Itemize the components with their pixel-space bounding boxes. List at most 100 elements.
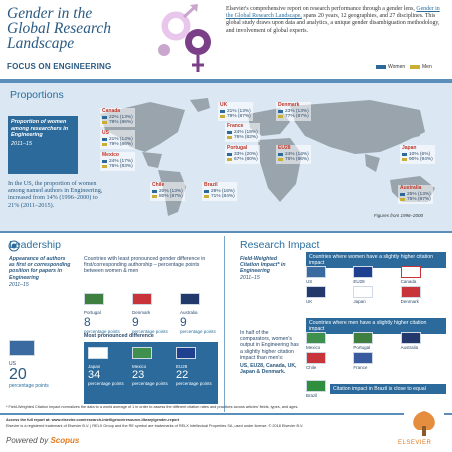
most-item-japan: Japan 34 percentage points — [88, 346, 126, 400]
least-item-denmark: Denmark 9 percentage points — [132, 292, 172, 334]
men-impact-list: Mexico Portugal Australia Chile France — [306, 332, 446, 370]
least-difference-list: Portugal 8 percentage points Denmark 9 p… — [84, 292, 220, 334]
legend-women: Women — [376, 64, 405, 70]
men-impact-title: Countries where men have a slightly high… — [306, 318, 446, 335]
eu-flag-icon — [176, 347, 196, 359]
column-divider — [224, 236, 225, 412]
flag-icon — [353, 286, 374, 298]
country-card-canada: Canada 22% (13%) 78% (86%) — [100, 108, 135, 127]
country-name: Chile — [152, 182, 165, 188]
country-card-mexico: Mexico 24% (17%) 76% (83%) — [100, 152, 135, 171]
legend-men: Men — [410, 64, 432, 70]
least-difference-title: Countries with least pronounced gender d… — [84, 256, 206, 275]
mexico-flag-icon — [132, 347, 152, 359]
most-item-mexico: Mexico 23 percentage points — [132, 346, 170, 400]
divider-band — [0, 79, 452, 83]
flag-icon — [353, 352, 374, 364]
country-name: Mexico — [102, 152, 119, 158]
report-link[interactable]: Gender in the Global Research Landscape, — [226, 6, 440, 20]
point-value: 9 — [180, 315, 187, 329]
focus-heading: FOCUS ON ENGINEERING — [7, 62, 112, 71]
women-value: 25% (13%) — [407, 191, 431, 197]
title-line: Gender in the — [7, 5, 93, 22]
title-line: Global Research — [7, 20, 112, 37]
section-divider — [0, 231, 452, 233]
leadership-intro-text: Appearance of authors as first or corres… — [9, 256, 71, 281]
most-difference-list: Japan 34 percentage points Mexico 23 per… — [84, 342, 218, 404]
country-name: Australia — [180, 310, 198, 315]
men-value: 76% (86%) — [285, 157, 309, 163]
flag-icon — [306, 286, 326, 298]
flag-icon — [400, 286, 421, 298]
flag-icon — [306, 332, 326, 344]
country-name: Portugal — [84, 310, 101, 315]
country-name: US — [9, 361, 16, 367]
women-value: 21% (13%) — [227, 108, 251, 114]
us-proportion-note: In the US, the proportion of women among… — [8, 180, 103, 209]
brazil-flag-wrap: Brazil — [306, 380, 326, 398]
scopus-logo: Scopus — [50, 436, 80, 445]
world-map-icon — [100, 98, 435, 216]
gender-gears-icon — [158, 4, 211, 72]
country-name: EU28 — [278, 145, 291, 151]
country-name: Brazil — [306, 393, 318, 398]
leadership-title: Leadership — [9, 239, 61, 251]
unit-label: percentage points — [84, 329, 120, 334]
unit-label: percentage points — [88, 381, 124, 386]
proportion-box: Proportion of women among researchers in… — [8, 116, 78, 174]
men-value: 80% (87%) — [159, 194, 183, 200]
men-value: 67% (80%) — [234, 157, 258, 163]
country-name: Japan — [402, 145, 417, 151]
men-value: 77% (87%) — [285, 114, 309, 120]
impact-country: EU28 — [353, 266, 398, 284]
impact-title: Research Impact — [240, 239, 320, 251]
trademark-note: Elsevier is a registered trademark of El… — [6, 424, 304, 428]
least-item-australia: Australia 9 percentage points — [180, 292, 220, 334]
men-value: 76% (82%) — [234, 135, 258, 141]
proportion-box-title: Proportion of women among researchers in… — [11, 119, 69, 139]
country-card-australia: Australia 25% (13%) 75% (87%) — [398, 185, 433, 204]
country-name: Mexico — [132, 364, 147, 369]
impact-box: Field-Weighted Citation Impact* in Engin… — [240, 256, 296, 281]
flag-icon — [353, 332, 374, 344]
unit-label: percentage points — [132, 329, 168, 334]
intro-b: spans 20 years, 12 geographies, and 27 d… — [226, 13, 440, 34]
women-value: 22% (13%) — [109, 114, 133, 120]
impact-years: 2011–15 — [240, 274, 260, 281]
country-card-brazil: Brazil 29% (16%) 71% (84%) — [202, 182, 237, 201]
women-value: 24% (18%) — [234, 129, 258, 135]
point-value: 23 — [132, 369, 145, 381]
proportion-box-years: 2011–15 — [11, 140, 33, 147]
access-link[interactable]: Access the full report at: www.elsevier.… — [6, 418, 180, 422]
men-value: 78% (86%) — [109, 120, 133, 126]
country-name: Australia — [400, 185, 422, 191]
unit-label: percentage points — [9, 383, 49, 389]
half-comparators-text: In half of the comparators, women's outp… — [240, 330, 300, 375]
women-value: 33% (20%) — [234, 151, 258, 157]
men-value: 79% (86%) — [109, 142, 133, 148]
women-impact-list: US EU28 Canada UK Japan Denmark — [306, 266, 446, 304]
intro-a: Elsevier's comprehensive report on resea… — [226, 6, 417, 12]
leadership-intro: Appearance of authors as first or corres… — [9, 256, 71, 288]
country-card-eu28: EU28 24% (14%) 76% (86%) — [276, 145, 311, 164]
flag-icon — [306, 266, 326, 278]
men-value: 79% (87%) — [227, 114, 251, 120]
impact-box-title: Field-Weighted Citation Impact* in Engin… — [240, 256, 286, 275]
title-line: Landscape — [7, 35, 75, 52]
women-value: 10% (6%) — [409, 151, 431, 157]
men-value: 76% (83%) — [109, 164, 133, 170]
women-impact-title: Countries where women have a slightly hi… — [306, 252, 446, 269]
impact-country: Japan — [353, 286, 398, 304]
denmark-flag-icon — [132, 293, 152, 305]
impact-country: US — [306, 266, 351, 284]
australia-flag-icon — [180, 293, 200, 305]
point-value: 9 — [132, 315, 139, 329]
impact-country: Denmark — [400, 286, 446, 304]
brazil-text: Citation impact in Brazil is close to eq… — [330, 383, 446, 395]
women-value: 24% (14%) — [285, 151, 309, 157]
country-card-chile: Chile 20% (13%) 80% (87%) — [150, 182, 185, 201]
impact-country: France — [353, 352, 398, 370]
legend-men-swatch — [410, 65, 420, 69]
point-value: 20 — [9, 366, 27, 383]
impact-country: Mexico — [306, 332, 351, 350]
